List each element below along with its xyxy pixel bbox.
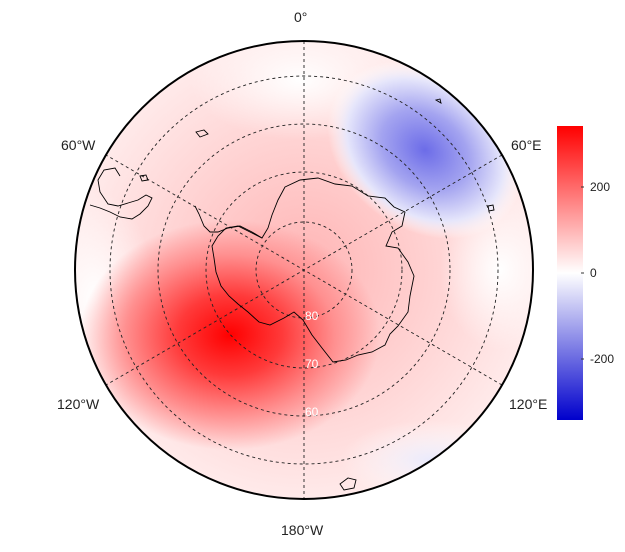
anomaly-field [75, 41, 533, 499]
antarctica-coastline [211, 177, 415, 363]
meridian-120e-60w [105, 154, 503, 386]
colorbar-label-neg200: -200 [590, 352, 615, 366]
antarctic-peninsula [194, 205, 263, 239]
graticule [105, 41, 503, 499]
lon-label-120e: 120°E [509, 396, 548, 412]
colorbar-label-200: 200 [590, 180, 611, 194]
colorbar [557, 126, 583, 420]
lat-label-60: 60 [305, 405, 319, 419]
latitude-circle-70 [205, 171, 403, 369]
map-boundary [74, 40, 534, 500]
lon-label-0: 0° [294, 9, 308, 25]
crozet-island [434, 98, 442, 104]
lon-label-60e: 60°E [511, 137, 542, 153]
lon-label-180w: 180°W [281, 522, 324, 538]
colorbar-label-0: 0 [590, 266, 597, 280]
falkland-islands [139, 174, 149, 182]
south-georgia-island [195, 129, 209, 138]
lon-label-60w: 60°W [61, 137, 96, 153]
lat-label-70: 70 [305, 357, 319, 371]
south-america-tip [89, 167, 153, 220]
new-zealand-island [339, 477, 357, 491]
kerguelen-island [487, 204, 495, 212]
latitude-circle-80 [255, 221, 353, 319]
lat-label-80: 80 [305, 309, 319, 323]
coastlines [89, 98, 495, 491]
lon-label-120w: 120°W [57, 396, 100, 412]
latitude-circle-50 [109, 75, 499, 465]
